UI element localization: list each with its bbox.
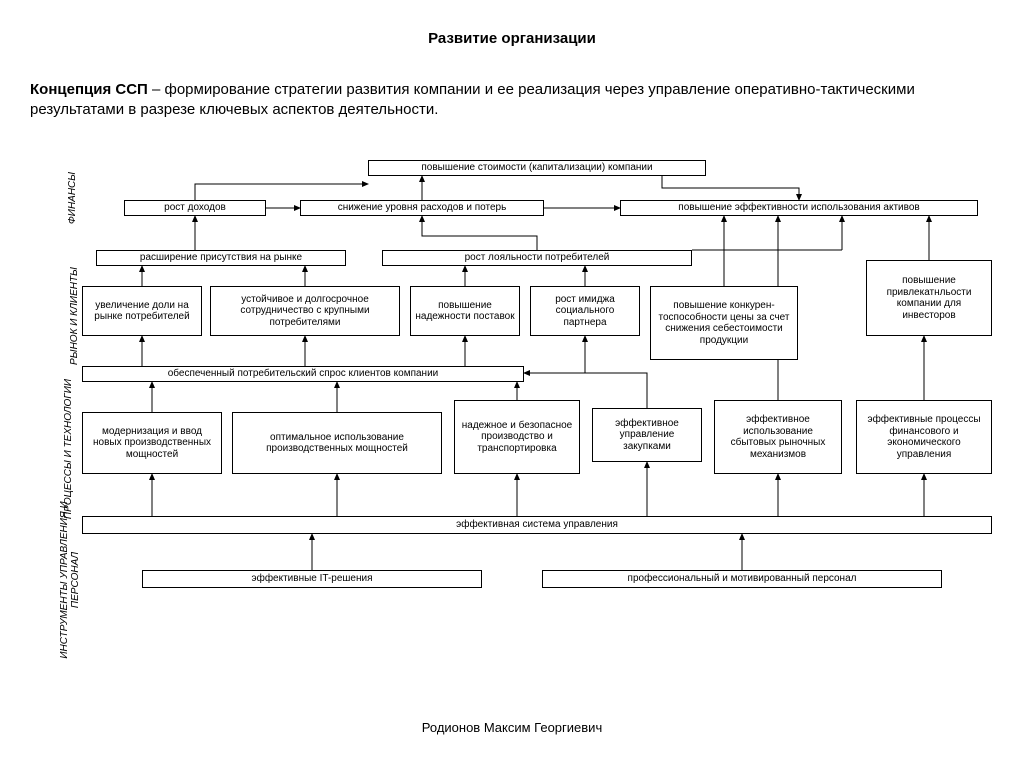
flowchart-node: обеспеченный потребительский спрос клиен… (82, 366, 524, 382)
flowchart-node: расширение присутствия на рынке (96, 250, 346, 266)
flowchart-node: эффективная система управления (82, 516, 992, 534)
flowchart-node: оптимальное использование производственн… (232, 412, 442, 474)
flowchart-node: повышение конкурен-тоспособности цены за… (650, 286, 798, 360)
author-footer: Родионов Максим Георгиевич (0, 720, 1024, 735)
flowchart-node: повышение эффективности использования ак… (620, 200, 978, 216)
flowchart-node: рост доходов (124, 200, 266, 216)
flowchart-node: повышение надежности поставок (410, 286, 520, 336)
flowchart-node: рост лояльности потребителей (382, 250, 692, 266)
flowchart-node: рост имиджа социального партнера (530, 286, 640, 336)
flowchart-node: модернизация и ввод новых производственн… (82, 412, 222, 474)
subtitle-bold: Концепция ССП (30, 81, 148, 98)
flowchart-node: снижение уровня расходов и потерь (300, 200, 544, 216)
flowchart-node: повышение привлекатнльости компании для … (866, 260, 992, 336)
flowchart-node: увеличение доли на рынке потребителей (82, 286, 202, 336)
subtitle: Концепция ССП – формирование стратегии р… (30, 80, 994, 119)
flowchart-node: устойчивое и долгосрочное сотрудничество… (210, 286, 400, 336)
flowchart-node: эффективное использование сбытовых рыноч… (714, 400, 842, 474)
swimlane-label: ФИНАНСЫ (67, 153, 83, 243)
subtitle-text: – формирование стратегии развития компан… (30, 81, 915, 118)
flowchart-node: профессиональный и мотивированный персон… (542, 570, 942, 588)
flowchart-diagram: ФИНАНСЫРЫНОК И КЛИЕНТЫПРОЦЕССЫ И ТЕХНОЛО… (82, 160, 992, 680)
swimlane-label: ИНСТРУМЕНТЫ УПРАВЛЕНИЯ И ПЕРСОНАЛ (59, 485, 99, 675)
flowchart-node: эффективные IT-решения (142, 570, 482, 588)
flowchart-node: надежное и безопасное производство и тра… (454, 400, 580, 474)
flowchart-node: эффективные процессы финансового и эконо… (856, 400, 992, 474)
flowchart-node: повышение стоимости (капитализации) комп… (368, 160, 706, 176)
page-title: Развитие организации (0, 30, 1024, 47)
flowchart-node: эффективное управление закупками (592, 408, 702, 462)
